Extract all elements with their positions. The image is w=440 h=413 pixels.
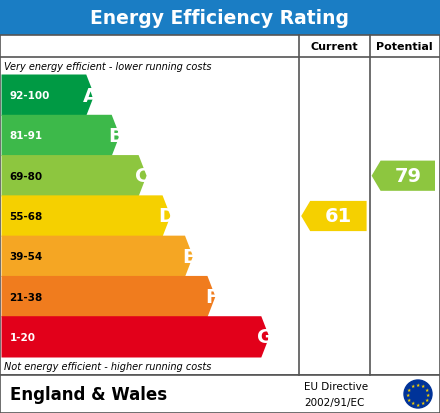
Polygon shape [1,116,120,157]
Text: A: A [83,86,98,105]
Polygon shape [301,202,367,232]
Text: F: F [205,287,218,306]
Text: 81-91: 81-91 [10,131,43,141]
Text: ★: ★ [411,400,415,405]
Text: Potential: Potential [377,42,433,52]
Text: England & Wales: England & Wales [10,385,167,403]
Text: Energy Efficiency Rating: Energy Efficiency Rating [91,9,349,27]
Text: 21-38: 21-38 [10,292,43,302]
Circle shape [404,380,432,408]
Text: C: C [136,167,150,186]
Text: 92-100: 92-100 [10,91,50,101]
Text: 79: 79 [394,167,421,186]
Text: E: E [182,247,196,266]
Text: B: B [108,127,123,145]
Polygon shape [1,276,216,318]
Polygon shape [372,161,435,191]
Text: 2002/91/EC: 2002/91/EC [304,397,365,407]
Bar [0,375,440,413]
Text: ★: ★ [407,396,411,401]
Text: ★: ★ [416,401,420,406]
Text: ★: ★ [411,383,415,388]
Text: G: G [257,328,273,347]
Text: D: D [158,207,175,226]
Text: 61: 61 [325,207,352,226]
Polygon shape [1,156,147,197]
Text: Very energy efficient - lower running costs: Very energy efficient - lower running co… [4,62,212,72]
Text: ★: ★ [425,387,429,392]
Text: Current: Current [311,42,358,52]
Text: EU Directive: EU Directive [304,381,368,391]
Text: 39-54: 39-54 [10,252,43,262]
Polygon shape [1,75,94,116]
Text: ★: ★ [406,392,410,396]
Text: ★: ★ [416,382,420,387]
Polygon shape [1,236,193,277]
Text: 1-20: 1-20 [10,332,36,342]
Text: ★: ★ [421,400,425,405]
Text: Not energy efficient - higher running costs: Not energy efficient - higher running co… [4,361,211,371]
Text: 55-68: 55-68 [10,211,43,221]
Bar [0,0,440,36]
Text: ★: ★ [407,387,411,392]
Polygon shape [1,316,269,358]
Text: ★: ★ [425,396,429,401]
Text: 69-80: 69-80 [10,171,43,181]
Text: ★: ★ [421,383,425,388]
Text: ★: ★ [426,392,430,396]
Bar [0,36,440,375]
Polygon shape [1,196,171,237]
